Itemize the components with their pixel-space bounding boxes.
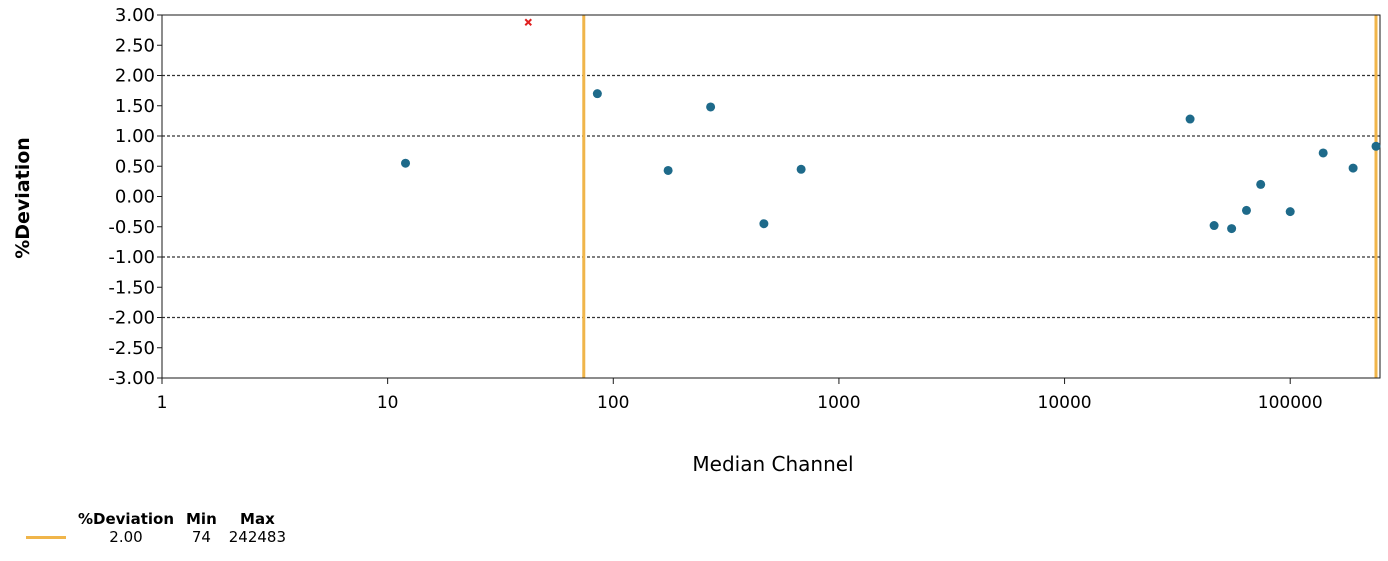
x-tick-label: 10000	[1038, 393, 1092, 413]
legend-swatch-header	[20, 510, 72, 528]
legend-swatch-cell	[20, 528, 72, 546]
y-tick-label: 1.00	[115, 126, 155, 147]
legend-deviation-value: 2.00	[109, 528, 143, 546]
outlier-point	[524, 18, 532, 26]
data-point	[1371, 141, 1381, 151]
y-tick-label: -1.50	[108, 277, 155, 298]
legend-row: 2.00 74 242483	[20, 528, 292, 546]
legend-header-min: Min	[186, 510, 217, 528]
y-tick-label: -1.00	[108, 247, 155, 268]
legend-min-value: 74	[191, 528, 211, 546]
range-lines	[582, 15, 1378, 378]
data-point	[401, 158, 411, 168]
y-tick-label: 1.50	[115, 96, 155, 117]
y-tick-label: 3.00	[115, 5, 155, 26]
y-tick-label: 0.50	[115, 156, 155, 177]
data-point	[796, 164, 806, 174]
data-point	[1318, 148, 1328, 158]
x-tick-label: 1000	[817, 393, 860, 413]
y-tick-label: -2.00	[108, 308, 155, 329]
legend-swatch	[26, 536, 66, 539]
y-tick-label: 0.00	[115, 187, 155, 208]
legend-max-value: 242483	[228, 528, 287, 546]
legend-header-deviation: %Deviation	[78, 510, 174, 528]
y-tick-label: 2.00	[115, 66, 155, 87]
data-point	[1256, 179, 1266, 189]
data-point	[1348, 163, 1358, 173]
data-point	[1185, 114, 1195, 124]
y-tick-label: -2.50	[108, 338, 155, 359]
legend-header-max: Max	[240, 510, 275, 528]
data-point	[592, 89, 602, 99]
y-tick-label: 2.50	[115, 35, 155, 56]
x-tick-label: 10	[377, 393, 399, 413]
x-axis-label: Median Channel	[692, 452, 853, 476]
reference-lines	[162, 74, 1380, 319]
x-tick-label: 1	[157, 393, 168, 413]
x-tick-label: 100	[597, 393, 629, 413]
data-point	[663, 165, 673, 175]
y-axis-label: %Deviation	[12, 137, 34, 259]
data-point	[1285, 207, 1295, 217]
data-point	[759, 219, 769, 229]
tick-labels: 3.00 2.50 2.00 1.50 1.00 0.50 0.00 -0.50 -1.00 -1…	[108, 5, 1322, 413]
legend-table: %Deviation Min Max 2.00 74 242483	[20, 510, 292, 546]
outlier-mark	[524, 18, 532, 26]
data-point	[1227, 224, 1237, 234]
plot-frame	[161, 14, 1381, 379]
y-tick-label: -3.00	[108, 368, 155, 389]
y-tick-label: -0.50	[108, 217, 155, 238]
data-point	[1209, 221, 1219, 231]
x-tick-label: 100000	[1258, 393, 1323, 413]
data-points	[401, 18, 1381, 234]
data-point	[1241, 205, 1251, 215]
axes	[161, 14, 1381, 379]
data-point	[706, 102, 716, 112]
